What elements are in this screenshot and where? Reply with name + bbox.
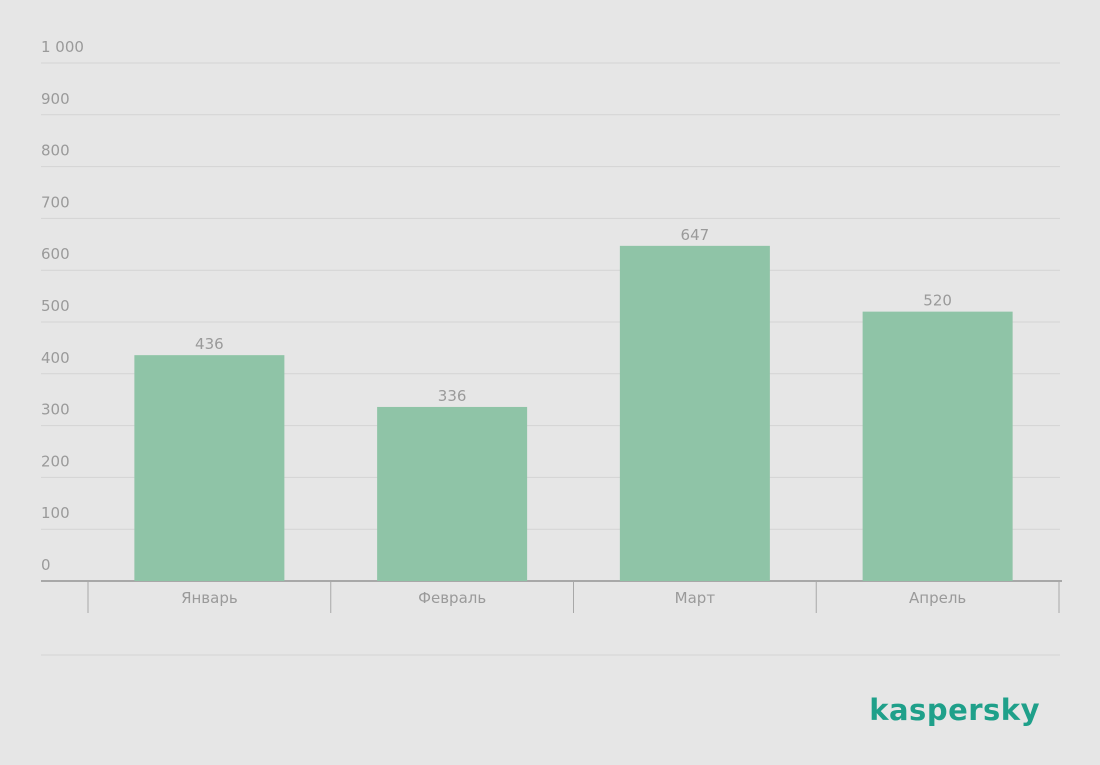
bar bbox=[619, 245, 770, 581]
y-tick-label: 100 bbox=[41, 504, 70, 522]
y-tick-label: 300 bbox=[41, 401, 70, 419]
x-tick-label: Март bbox=[675, 589, 716, 607]
x-tick-label: Январь bbox=[181, 589, 238, 607]
y-tick-label: 900 bbox=[41, 90, 70, 108]
y-tick-label: 200 bbox=[41, 452, 70, 470]
y-tick-label: 500 bbox=[41, 297, 70, 315]
bar bbox=[377, 406, 528, 581]
value-label: 336 bbox=[438, 387, 467, 405]
y-tick-label: 600 bbox=[41, 245, 70, 263]
value-label: 647 bbox=[681, 226, 710, 244]
y-tick-label: 700 bbox=[41, 193, 70, 211]
x-tick-label: Апрель bbox=[909, 589, 966, 607]
brand-logo: kaspersky bbox=[869, 693, 1040, 727]
y-tick-label: 1 000 bbox=[41, 38, 84, 56]
bar bbox=[134, 355, 285, 581]
y-tick-label: 800 bbox=[41, 142, 70, 160]
bar bbox=[862, 311, 1013, 581]
value-label: 436 bbox=[195, 335, 224, 353]
value-label: 520 bbox=[923, 292, 952, 310]
y-tick-label: 400 bbox=[41, 349, 70, 367]
x-tick-label: Февраль bbox=[418, 589, 486, 607]
y-tick-label: 0 bbox=[41, 556, 51, 574]
